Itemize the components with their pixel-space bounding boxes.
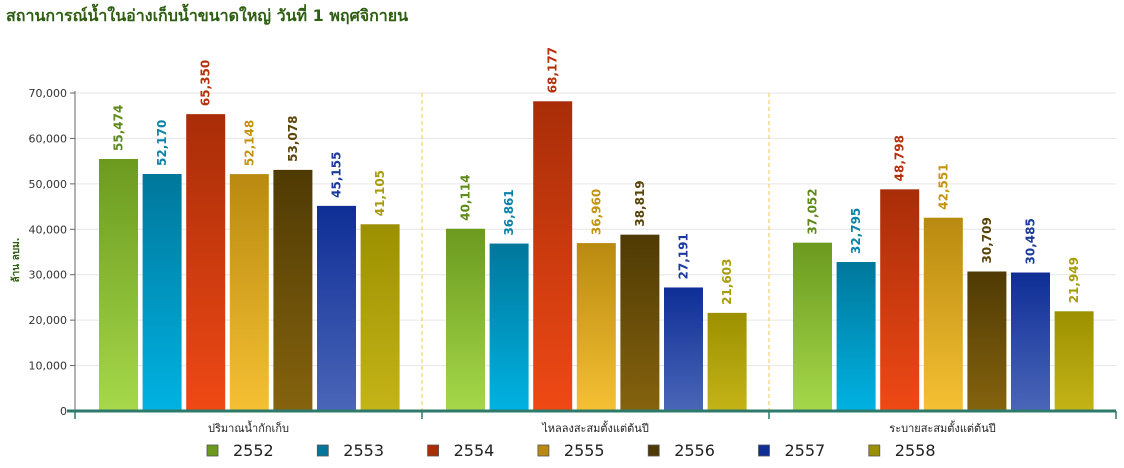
y-tick-label: 70,000 <box>29 87 68 100</box>
y-tick-label: 10,000 <box>29 360 68 373</box>
x-category-label: ปริมาณน้ำกักเก็บ <box>208 420 289 435</box>
axis-layer: 0 10,000 20,000 30,000 40,000 50,000 60,000 70,… <box>10 87 1117 435</box>
data-label: 45,155 <box>330 152 344 198</box>
bar-2554-1[interactable] <box>186 114 226 412</box>
legend: 2552 2553 2554 2555 2556 2557 2558 <box>206 441 936 460</box>
y-axis-title: ล้าน ลบม. <box>10 238 22 283</box>
bar-2553-1[interactable] <box>142 173 182 411</box>
data-label: 38,819 <box>633 180 647 226</box>
legend-label: 2554 <box>454 441 495 460</box>
bar-2555-3[interactable] <box>923 217 963 411</box>
bar-2554-2[interactable] <box>533 101 573 412</box>
y-tick-label: 20,000 <box>29 314 68 327</box>
bar-2552-3[interactable] <box>793 242 832 411</box>
bar-2552-1[interactable] <box>99 158 138 411</box>
data-label: 36,960 <box>589 189 603 235</box>
legend-label: 2553 <box>343 441 384 460</box>
legend-item-2555[interactable]: 2555 <box>537 441 605 460</box>
data-label: 27,191 <box>677 233 691 279</box>
data-label: 53,078 <box>286 116 300 162</box>
legend-swatch <box>758 444 770 457</box>
y-tick-label: 0 <box>60 405 67 418</box>
bars-layer: 55,474 52,170 65,350 52,148 53,078 45,155 41,1… <box>99 47 1094 412</box>
data-label: 65,350 <box>199 60 213 106</box>
data-label: 30,485 <box>1024 218 1038 264</box>
legend-label: 2558 <box>895 441 936 460</box>
bar-2553-2[interactable] <box>489 243 529 411</box>
legend-swatch <box>868 444 881 457</box>
bar-2552-2[interactable] <box>446 228 485 411</box>
data-label: 52,148 <box>242 120 256 166</box>
data-label: 30,709 <box>980 217 994 263</box>
bar-2556-2[interactable] <box>620 234 660 411</box>
chart-title: สถานการณ์น้ำในอ่างเก็บน้ำขนาดใหญ่ วันที่… <box>6 6 409 25</box>
x-category-label: ระบายสะสมตั้งแต่ต้นปี <box>889 420 995 435</box>
bar-2553-3[interactable] <box>836 262 876 411</box>
data-label: 42,551 <box>936 163 950 209</box>
bar-2558-3[interactable] <box>1054 311 1094 411</box>
bar-2555-1[interactable] <box>229 174 269 411</box>
legend-swatch <box>537 444 550 457</box>
legend-swatch <box>427 444 440 457</box>
legend-item-2558[interactable]: 2558 <box>868 441 936 460</box>
y-tick-label: 30,000 <box>29 269 68 282</box>
legend-label: 2556 <box>674 441 715 460</box>
data-label: 52,170 <box>155 120 169 166</box>
y-tick-label: 40,000 <box>29 223 68 236</box>
x-category-label: ไหลลงสะสมตั้งแต่ต้นปี <box>541 420 649 435</box>
data-label: 68,177 <box>546 47 560 93</box>
legend-swatch <box>647 444 660 457</box>
bar-2558-1[interactable] <box>360 224 400 411</box>
legend-item-2557[interactable]: 2557 <box>758 441 826 460</box>
legend-swatch <box>316 444 329 457</box>
data-label: 40,114 <box>459 174 473 220</box>
data-label: 32,795 <box>849 208 863 254</box>
y-tick-label: 60,000 <box>29 132 68 145</box>
legend-item-2556[interactable]: 2556 <box>647 441 715 460</box>
bar-2556-1[interactable] <box>273 169 313 411</box>
data-label: 21,603 <box>720 259 734 305</box>
bar-2554-3[interactable] <box>880 189 920 411</box>
bar-2557-1[interactable] <box>317 205 356 411</box>
legend-label: 2552 <box>233 441 274 460</box>
data-label: 21,949 <box>1067 257 1081 303</box>
bar-2557-2[interactable] <box>664 287 703 411</box>
bar-2555-2[interactable] <box>576 243 616 411</box>
legend-item-2552[interactable]: 2552 <box>206 441 274 460</box>
data-label: 37,052 <box>806 188 820 234</box>
data-label: 48,798 <box>893 135 907 181</box>
data-label: 41,105 <box>373 170 387 216</box>
legend-swatch <box>206 444 219 457</box>
data-label: 36,861 <box>502 189 516 235</box>
bar-2558-2[interactable] <box>707 312 747 411</box>
legend-item-2553[interactable]: 2553 <box>316 441 384 460</box>
legend-label: 2557 <box>785 441 826 460</box>
legend-label: 2555 <box>564 441 605 460</box>
y-tick-label: 50,000 <box>29 178 68 191</box>
legend-item-2554[interactable]: 2554 <box>427 441 495 460</box>
bar-2557-3[interactable] <box>1011 272 1050 411</box>
data-label: 55,474 <box>112 105 126 151</box>
bar-2556-3[interactable] <box>967 271 1007 411</box>
